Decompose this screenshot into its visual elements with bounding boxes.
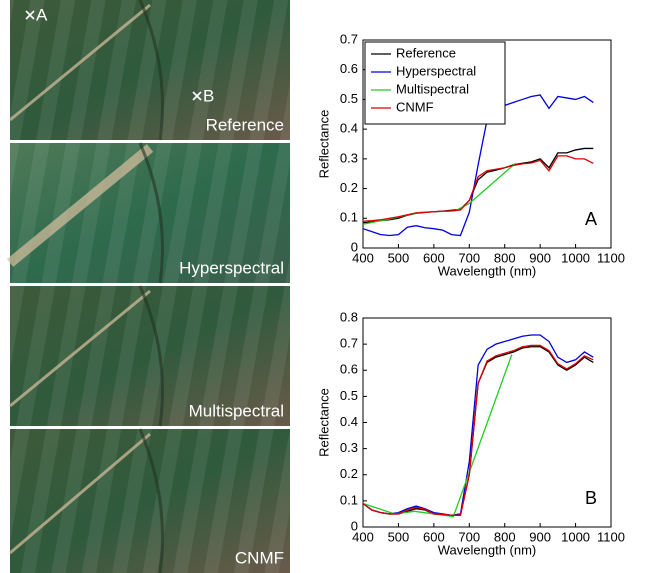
annotation: A	[585, 209, 597, 229]
legend-label: Reference	[396, 45, 456, 60]
y-tick-label: 0.1	[340, 492, 358, 507]
y-tick-label: 0.7	[340, 336, 358, 351]
y-tick-label: 0.5	[340, 91, 358, 106]
y-tick-label: 0	[351, 518, 358, 533]
image-label: CNMF	[235, 548, 284, 567]
legend: Reference Hyperspectral Multispectral CNMF	[364, 41, 506, 125]
y-tick-label: 0.2	[340, 466, 358, 481]
x-tick-label: 800	[494, 529, 516, 544]
road	[6, 144, 154, 267]
y-axis-label: Reflectance	[316, 110, 331, 179]
image-panel: Reference A B	[9, 0, 290, 141]
y-tick-label: 0.8	[340, 309, 358, 324]
x-tick-label: 700	[458, 529, 480, 544]
x-tick-label: 900	[529, 529, 551, 544]
y-tick-label: 0.6	[340, 61, 358, 76]
x-tick-label: 1100	[597, 250, 625, 265]
image-label: Multispectral	[189, 401, 284, 420]
y-axis-label: Reflectance	[316, 388, 331, 457]
series-line	[362, 147, 594, 224]
x-tick-label: 1100	[597, 529, 625, 544]
field-boundary	[138, 142, 164, 284]
location-marker	[25, 10, 35, 20]
y-tick-label: 0.1	[340, 210, 358, 225]
y-tick-label: 0.6	[340, 362, 358, 377]
series-line	[362, 354, 513, 518]
field-boundary	[138, 428, 164, 573]
x-tick-label: 900	[529, 250, 551, 265]
image-panel: Hyperspectral	[6, 142, 290, 284]
x-tick-label: 1000	[561, 250, 590, 265]
chart: 400 500 600 700 800 900 1000 1100 0 0.1 0.2 0.3 0.4 0…	[316, 31, 625, 278]
y-tick-label: 0.3	[340, 150, 358, 165]
x-tick-label: 400	[352, 529, 374, 544]
chart: 400 500 600 700 800 900 1000 1100 0 0.1 0.2 0.3 0.4 0…	[316, 309, 625, 557]
y-tick-label: 0	[351, 239, 358, 254]
x-tick-label: 800	[494, 250, 516, 265]
x-tick-label: 400	[352, 250, 374, 265]
field-boundary	[138, 285, 164, 427]
marker-label: B	[203, 86, 214, 105]
plot-frame	[362, 39, 612, 249]
legend-box	[364, 41, 506, 125]
x-axis-label: Wavelength (nm)	[438, 263, 537, 278]
road	[9, 432, 151, 555]
x-tick-label: 600	[423, 529, 445, 544]
y-tick-label: 0.4	[340, 414, 358, 429]
series-line	[362, 334, 594, 516]
marker-label: A	[36, 5, 48, 24]
y-tick-label: 0.4	[340, 121, 358, 136]
y-tick-label: 0.3	[340, 440, 358, 455]
legend-label: Hyperspectral	[396, 63, 476, 78]
x-tick-label: 1000	[561, 529, 590, 544]
series-line	[362, 94, 594, 237]
road	[9, 289, 151, 408]
y-tick-label: 0.7	[340, 31, 358, 46]
x-axis-label: Wavelength (nm)	[438, 542, 537, 557]
image-label: Hyperspectral	[179, 258, 284, 277]
x-tick-label: 500	[388, 250, 410, 265]
y-tick-label: 0.5	[340, 388, 358, 403]
field-boundary	[138, 0, 164, 141]
legend-label: Multispectral	[396, 81, 469, 96]
image-panel: Multispectral	[9, 285, 290, 427]
image-label: Reference	[206, 115, 284, 134]
x-tick-label: 700	[458, 250, 480, 265]
x-tick-label: 500	[388, 529, 410, 544]
image-panel: CNMF	[9, 428, 290, 573]
y-tick-label: 0.2	[340, 180, 358, 195]
series-line	[362, 344, 594, 516]
x-tick-label: 600	[423, 250, 445, 265]
road	[9, 3, 151, 122]
legend-label: CNMF	[396, 99, 434, 114]
series-line	[362, 155, 594, 222]
location-marker	[192, 91, 202, 101]
series-line	[362, 162, 516, 225]
annotation: B	[585, 488, 597, 508]
